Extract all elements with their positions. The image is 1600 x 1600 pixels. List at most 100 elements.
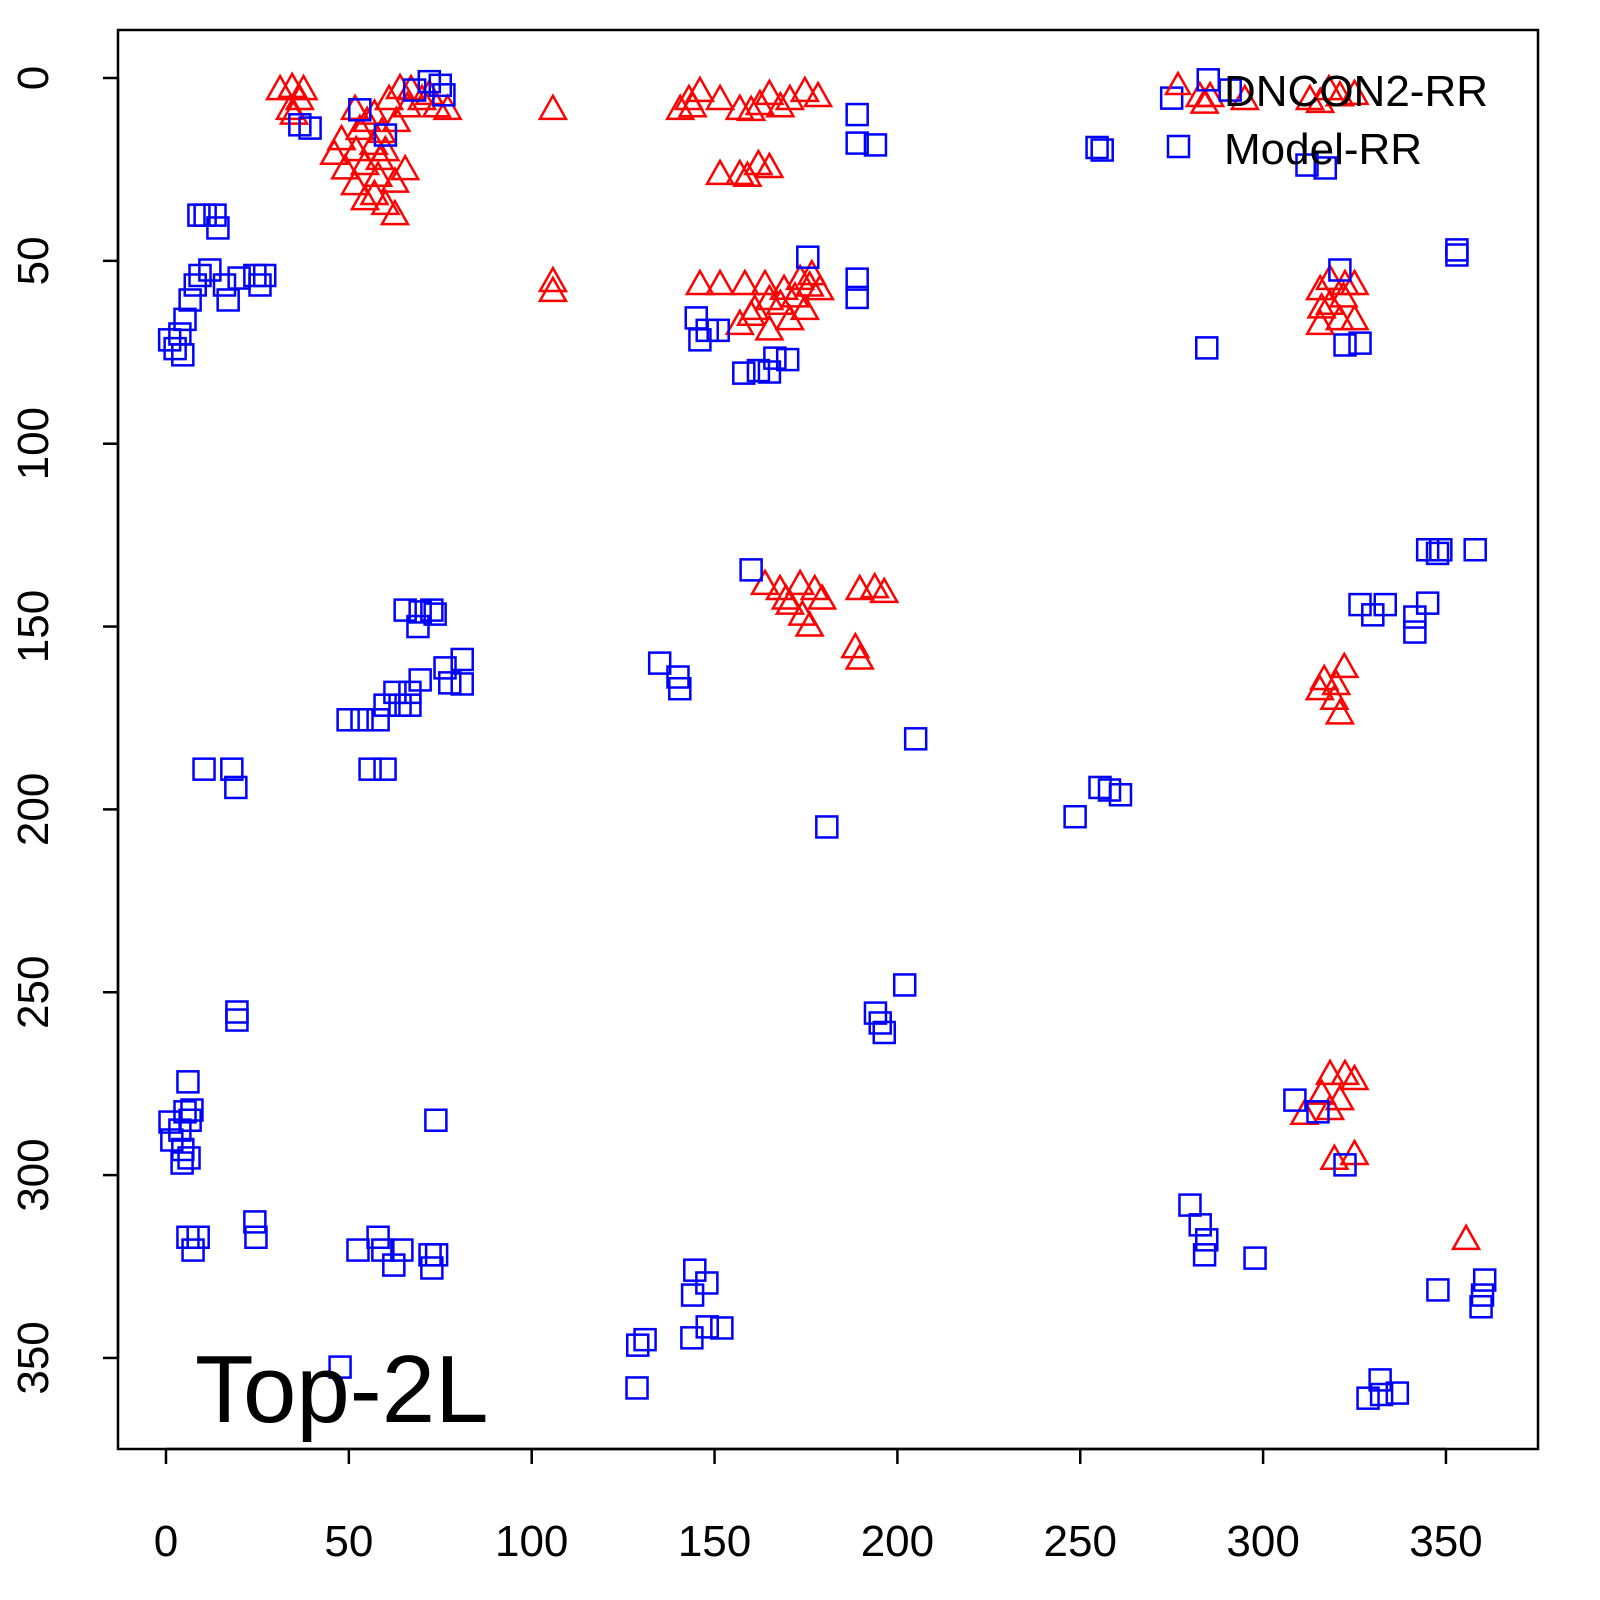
dncon2-rr-point — [735, 299, 767, 326]
legend-triangle-icon — [1163, 70, 1193, 96]
model-rr-point — [710, 1316, 734, 1340]
dncon2-rr-point — [754, 151, 785, 179]
model-rr-point — [815, 815, 839, 839]
model-rr-point — [170, 1151, 194, 1175]
dncon2-rr-point — [677, 90, 708, 118]
dncon2-rr-point — [1289, 1098, 1320, 1126]
dncon2-rr-point — [537, 93, 569, 121]
dncon2-rr-point — [754, 78, 785, 106]
y-tick-label: 350 — [9, 1321, 58, 1394]
model-rr-point — [212, 273, 237, 297]
dncon2-rr-point — [1339, 1063, 1370, 1091]
model-rr-point — [796, 245, 820, 269]
model-rr-point — [1403, 620, 1427, 644]
dncon2-rr-point — [789, 75, 821, 103]
dncon2-rr-point — [344, 113, 375, 141]
dncon2-rr-point — [339, 168, 371, 196]
model-rr-point — [406, 614, 430, 639]
dncon2-rr-point — [326, 123, 357, 151]
model-rr-point — [1159, 86, 1184, 110]
model-rr-point — [1313, 156, 1338, 180]
model-rr-point — [244, 1225, 268, 1250]
model-rr-point — [863, 133, 888, 157]
dncon2-rr-point — [277, 71, 308, 99]
model-rr-point — [845, 285, 869, 310]
model-rr-point — [1373, 592, 1397, 617]
dncon2-rr-point — [1189, 87, 1220, 114]
dncon2-rr-point — [784, 568, 816, 596]
model-rr-point — [1426, 1278, 1450, 1302]
y-tick-label: 200 — [9, 773, 58, 846]
model-rr-point — [892, 973, 917, 997]
dncon2-rr-point — [844, 642, 875, 670]
model-rr-point — [1295, 153, 1319, 177]
model-rr-point — [668, 676, 692, 701]
model-rr-point — [1425, 541, 1450, 566]
model-rr-point — [186, 1225, 210, 1250]
model-rr-point — [732, 361, 756, 385]
model-rr-point — [1063, 804, 1087, 829]
y-tick-label: 250 — [9, 956, 58, 1029]
y-tick-label: 50 — [9, 236, 58, 285]
dncon2-rr-point — [349, 183, 381, 211]
model-rr-point — [220, 757, 244, 781]
dncon2-rr-point — [1306, 1078, 1337, 1105]
model-rr-point — [706, 318, 730, 343]
dncon2-rr-point — [1229, 83, 1260, 111]
dncon2-rr-point — [392, 90, 423, 118]
dncon2-rr-point — [770, 582, 802, 610]
dncon2-rr-point — [264, 73, 296, 101]
model-rr-point — [1445, 243, 1469, 267]
model-rr-point — [225, 1008, 249, 1032]
plot-frame — [116, 28, 1540, 1451]
model-rr-point — [1368, 1368, 1392, 1392]
model-rr-point — [171, 1137, 195, 1162]
dncon2-rr-point — [1324, 697, 1356, 725]
model-rr-point — [373, 757, 397, 781]
dncon2-rr-point — [743, 148, 774, 176]
dncon2-rr-point — [1324, 79, 1356, 107]
model-rr-point — [173, 307, 197, 332]
dncon2-rr-point — [804, 273, 836, 301]
x-axis: 0 50 100 150 200 250 300 350 — [154, 1447, 1483, 1566]
model-rr-point — [424, 1108, 448, 1132]
model-rr-point — [163, 336, 187, 361]
dncon2-rr-point — [765, 90, 796, 118]
dncon2-rr-point — [1321, 668, 1352, 696]
model-rr-point — [177, 1146, 201, 1170]
dncon2-rr-point — [288, 73, 319, 101]
model-rr-point — [1429, 538, 1453, 562]
y-axis: 0 50 100 150 200 250 300 350 — [9, 66, 120, 1395]
dncon2-rr-point — [1314, 1058, 1346, 1086]
model-rr-point — [625, 1376, 649, 1400]
model-rr-point — [373, 123, 398, 147]
model-rr-point — [206, 216, 230, 240]
dncon2-rr-point — [869, 576, 900, 604]
dncon2-rr-point — [1339, 78, 1370, 106]
model-rr-point — [1195, 1228, 1219, 1252]
model-rr-point — [243, 1210, 267, 1234]
model-rr-point — [348, 98, 372, 122]
model-rr-point — [845, 102, 869, 127]
model-rr-point — [383, 680, 407, 705]
model-rr-point — [398, 693, 422, 717]
dncon2-rr-point — [729, 268, 761, 296]
dncon2-rr-point — [1328, 280, 1359, 308]
dncon2-rr-point — [1450, 1223, 1482, 1251]
model-rr-point — [872, 1020, 896, 1045]
model-rr-point — [438, 671, 462, 695]
model-rr-point — [647, 651, 672, 675]
x-tick-label: 300 — [1226, 1517, 1299, 1566]
dncon2-rr-point — [684, 268, 716, 296]
annotation-top-2l: Top-2L — [195, 1336, 489, 1443]
dncon2-rr-point — [349, 148, 381, 176]
dncon2-rr-point — [537, 265, 569, 293]
model-rr-point — [1108, 783, 1133, 807]
dncon2-rr-point — [406, 83, 438, 111]
model-rr-point — [757, 360, 782, 384]
dncon2-rr-point — [432, 93, 463, 121]
model-rr-point — [225, 1000, 249, 1024]
model-rr-point — [298, 116, 322, 140]
x-tick-label: 50 — [324, 1517, 373, 1566]
model-rr-point — [423, 602, 447, 626]
